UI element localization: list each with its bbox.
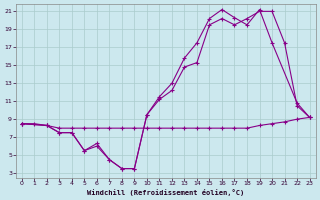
X-axis label: Windchill (Refroidissement éolien,°C): Windchill (Refroidissement éolien,°C) <box>87 189 244 196</box>
